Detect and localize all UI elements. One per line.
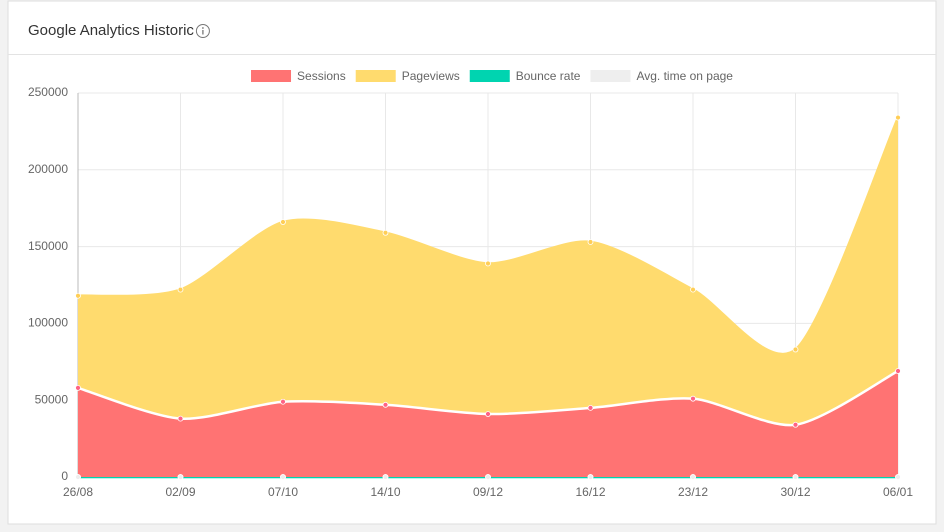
point [75,385,81,391]
point [690,395,696,402]
point [690,286,696,293]
y-tick-label: 150000 [28,239,68,253]
point [382,229,389,236]
point [792,421,799,428]
point [177,474,184,480]
legend-label: Pageviews [402,69,460,83]
legend-label: Bounce rate [516,69,581,83]
y-tick-label: 200000 [28,162,68,176]
point [382,401,389,408]
info-circle [195,24,210,38]
point [690,474,696,480]
point [382,474,389,480]
legend-swatch [355,70,396,82]
point [485,411,491,417]
point [587,239,594,245]
info-dot [202,27,204,29]
plot: 0 50000 100000 150000 200000 250000 26/08 02/09… [28,69,913,499]
x-tick-label: 09/12 [473,485,503,499]
point [792,474,799,480]
y-tick-label: 250000 [28,85,68,99]
point [587,404,594,411]
point [280,219,286,225]
card-title: Google Analytics Historic [28,22,194,39]
point [177,415,184,422]
area [78,371,898,477]
legend: Sessions Pageviews Bounce rate Avg. time on… [251,69,733,83]
point [895,474,901,480]
point [177,286,184,293]
y-tick-label: 0 [61,469,68,483]
info-icon[interactable] [195,24,210,38]
legend-swatch [251,70,292,82]
point [280,398,286,405]
point [895,368,901,374]
y-tick-label: 50000 [35,392,69,406]
x-tick-label: 16/12 [575,485,605,499]
x-tick-label: 07/10 [268,485,298,499]
x-tick-label: 23/12 [678,485,708,499]
x-tick-label: 02/09 [165,485,195,499]
point [895,114,901,121]
area [78,117,898,478]
x-tick-label: 26/08 [63,485,93,499]
point [792,346,799,353]
point [587,474,594,480]
point [485,474,491,480]
point [75,292,81,299]
x-tick-label: 30/12 [780,485,810,499]
x-tick-label: 06/01 [883,485,913,499]
y-tick-label: 100000 [28,316,68,330]
point [75,474,81,480]
legend-swatch [469,70,510,82]
legend-swatch [590,70,631,82]
point [485,260,491,267]
legend-label: Sessions [297,69,346,83]
legend-label: Avg. time on page [636,69,733,83]
point [280,474,286,480]
x-tick-label: 14/10 [370,485,400,499]
